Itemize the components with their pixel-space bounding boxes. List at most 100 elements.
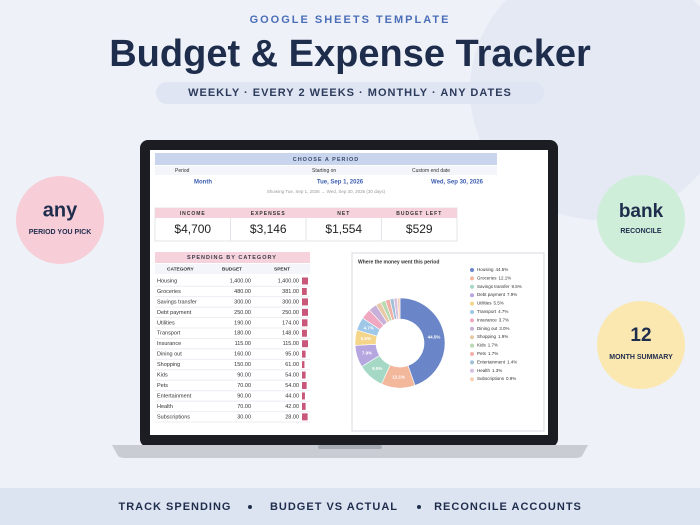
legend-entry: Health 1.3% <box>477 368 502 373</box>
budget: 1,400.00 <box>230 278 251 284</box>
category: Subscriptions <box>157 414 190 420</box>
category: Insurance <box>157 341 181 347</box>
legend-value: 9.5% <box>512 284 522 289</box>
spent: 61.00 <box>285 362 299 368</box>
category: Transport <box>157 331 181 337</box>
spent-bar <box>302 361 305 369</box>
legend-swatch <box>470 293 474 298</box>
spent: 300.00 <box>282 299 299 305</box>
summary: INCOME $4,700 EXPENSES $3,146 NET $1,554 BUDGE… <box>174 211 441 241</box>
legend-value: 3.0% <box>499 326 509 331</box>
spent: 174.00 <box>282 320 299 326</box>
separator <box>417 505 421 509</box>
period-header <box>155 153 497 165</box>
legend-swatch <box>470 310 474 314</box>
period-note: Showing Tue, Sep 1, 2026 → Wed, Sep 30, … <box>267 189 386 194</box>
eyebrow: GOOGLE SHEETS TEMPLATE <box>250 14 451 26</box>
spent-bar <box>302 287 307 295</box>
legend-name: Kids <box>477 343 487 348</box>
laptop-base <box>112 445 588 458</box>
footer-item: RECONCILE ACCOUNTS <box>434 501 582 513</box>
legend-name: Pets <box>477 351 487 356</box>
legend-swatch <box>470 276 474 281</box>
legend-name: Insurance <box>477 318 497 323</box>
spent-bar <box>302 402 306 410</box>
spent-bar <box>302 308 308 316</box>
legend-value: 1.7% <box>488 343 498 348</box>
legend-name: Transport <box>477 309 497 314</box>
legend-value: 0.9% <box>506 376 516 381</box>
slice-label: 12.1% <box>392 375 405 380</box>
column-header-row <box>155 264 310 274</box>
spending-header <box>155 252 310 263</box>
legend-name: Savings transfer <box>477 284 510 289</box>
slice-label: 4.7% <box>364 325 374 330</box>
budget: 150.00 <box>234 362 251 368</box>
budget: 180.00 <box>234 331 251 337</box>
summary-header <box>155 208 457 218</box>
column-header: BUDGET <box>222 266 242 272</box>
category: Shopping <box>157 362 180 368</box>
slice-label: 7.9% <box>362 350 372 355</box>
summary-value: $1,554 <box>325 222 362 236</box>
category: Savings transfer <box>157 299 197 305</box>
legend-value: 1.7% <box>488 351 498 356</box>
spent: 42.00 <box>285 404 299 410</box>
spent: 1,400.00 <box>278 278 299 284</box>
spent-bar <box>302 382 307 389</box>
legend-swatch <box>470 318 474 323</box>
legend-entry: Pets 1.7% <box>477 351 498 356</box>
legend-value: 12.1% <box>499 276 512 281</box>
summary-label: EXPENSES <box>251 211 286 217</box>
summary-value: $529 <box>406 222 433 236</box>
badge-small: RECONCILE <box>620 228 662 235</box>
laptop-notch <box>318 445 382 449</box>
period-title: CHOOSE A PERIOD <box>293 157 360 163</box>
legend-entry: Savings transfer 9.5% <box>477 284 522 289</box>
legend-name: Utilities <box>477 301 492 306</box>
badge <box>597 301 685 389</box>
tagline: WEEKLY · EVERY 2 WEEKS · MONTHLY · ANY D… <box>188 87 512 99</box>
column-header: CATEGORY <box>167 266 194 272</box>
legend-entry: Shopping 1.9% <box>477 334 508 339</box>
spent: 381.00 <box>282 289 299 295</box>
spent-bar <box>302 340 308 348</box>
legend-name: Debt payment <box>477 292 506 297</box>
spent-bar <box>302 350 306 358</box>
summary-value: $4,700 <box>174 222 211 236</box>
footer-item: TRACK SPENDING <box>118 501 231 513</box>
legend-entry: Dining out 3.0% <box>477 326 510 331</box>
legend-value: 7.9% <box>507 292 517 297</box>
legend-entry: Kids 1.7% <box>477 343 498 348</box>
tagline-pill <box>156 82 544 104</box>
chart-panel <box>351 252 545 432</box>
spent-bar <box>302 298 308 306</box>
spent-bar <box>302 277 308 285</box>
donut-chart: 44.5%Housing 44.5%12.1%Groceries 12.1%9.5%… <box>354 267 522 389</box>
legend-value: 1.4% <box>507 360 517 365</box>
summary-label: INCOME <box>180 211 206 217</box>
spending-table: CATEGORY BUDGET SPENT Housing 1,400.00 1,400.… <box>155 266 310 423</box>
legend-entry: Utilities 5.5% <box>477 301 504 306</box>
budget: 30.00 <box>237 414 251 420</box>
legend-entry: Entertainment 1.4% <box>477 360 517 365</box>
legend-value: 44.5% <box>496 267 509 272</box>
legend-name: Entertainment <box>477 360 506 365</box>
budget: 70.00 <box>237 404 251 410</box>
legend-value: 4.7% <box>498 309 508 314</box>
period-value: Wed, Sep 30, 2026 <box>431 180 484 186</box>
budget: 115.00 <box>235 341 251 347</box>
legend-entry: Transport 4.7% <box>477 309 508 314</box>
category: Kids <box>157 373 168 379</box>
slice-label: 5.5% <box>361 336 371 341</box>
period-label: Starting on <box>312 168 336 174</box>
summary-value: $3,146 <box>250 222 287 236</box>
period-value: Tue, Sep 1, 2026 <box>317 180 364 186</box>
legend-value: 3.7% <box>499 318 509 323</box>
legend-name: Subscriptions <box>477 376 505 381</box>
legend-entry: Debt payment 7.9% <box>477 292 517 297</box>
legend-swatch <box>470 335 474 340</box>
slice <box>399 297 446 386</box>
slice-label: 9.5% <box>372 366 382 371</box>
